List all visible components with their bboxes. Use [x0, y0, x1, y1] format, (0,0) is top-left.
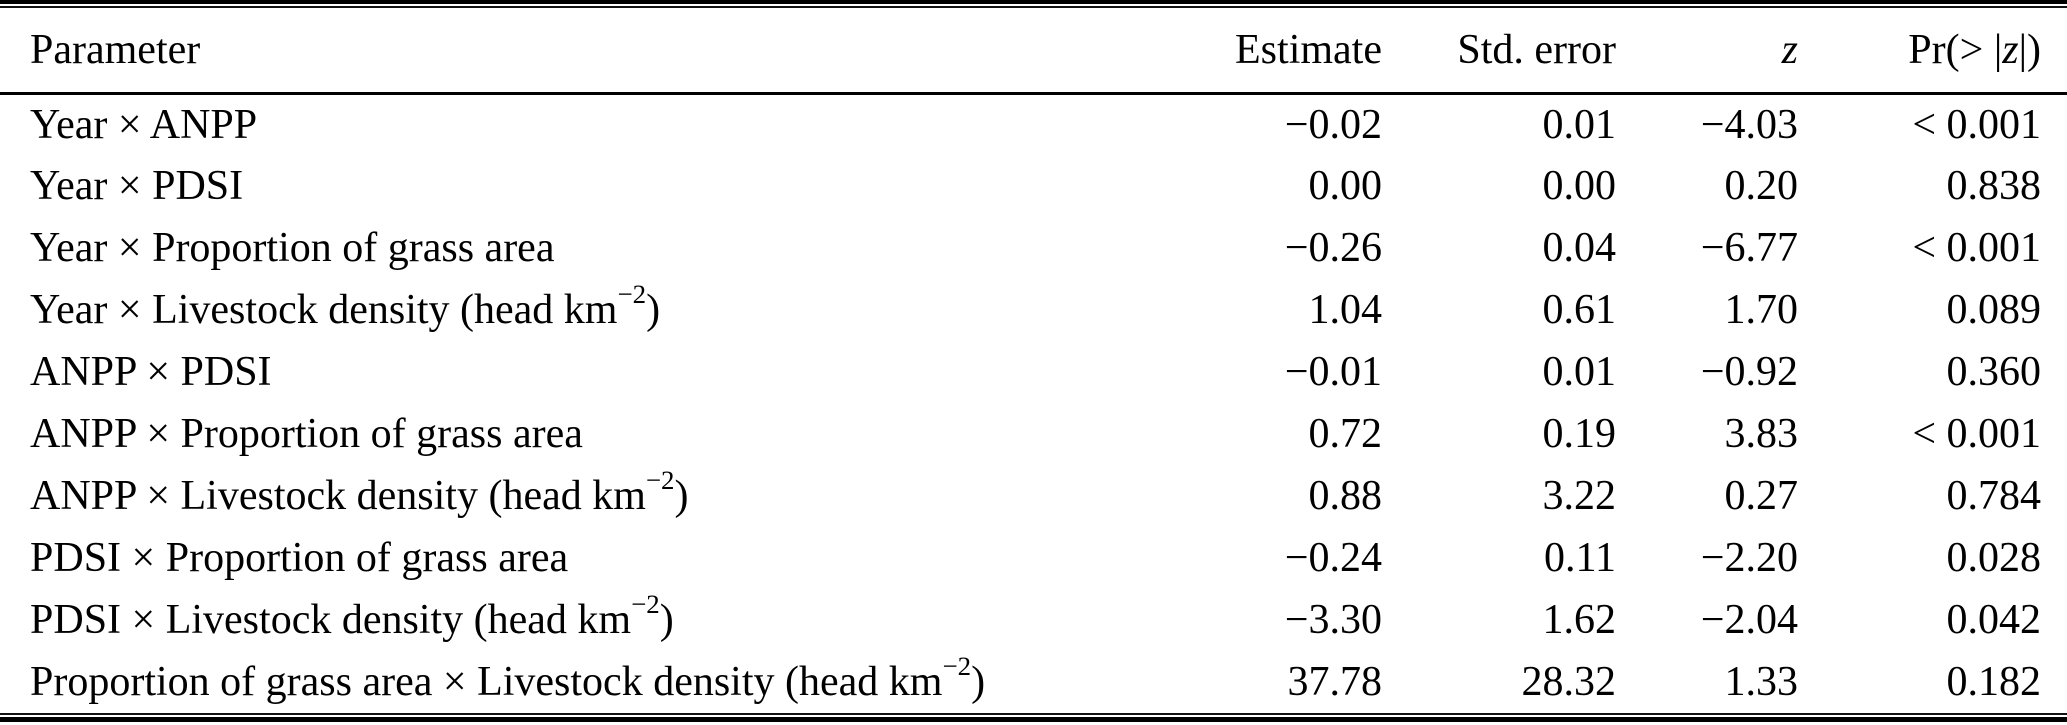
cell-estimate: 0.72 [1308, 411, 1383, 457]
cell-estimate: −0.02 [1284, 101, 1382, 148]
cell-parameter: ANPP × PDSI [30, 349, 272, 395]
table-bottom-rule-outer [0, 717, 2067, 722]
cell-estimate: −0.01 [1284, 349, 1382, 395]
table-row: PDSI × Livestock density (head km−2) −3.3… [0, 589, 2067, 651]
table-top-rule-gap [0, 4, 2067, 6]
cell-pr-z: 0.360 [1946, 349, 2042, 395]
cell-z: −4.03 [1700, 101, 1798, 148]
cell-std-error: 1.62 [1542, 597, 1617, 643]
cell-std-error: 0.01 [1542, 101, 1617, 148]
cell-pr-z: 0.089 [1946, 287, 2042, 333]
table-row: Year × PDSI 0.00 0.00 0.20 0.838 [0, 155, 2067, 217]
column-header-z: z [1616, 8, 1798, 95]
cell-parameter: Year × PDSI [30, 163, 244, 209]
regression-results-table: Parameter Estimate Std. error z Pr(> |z|) Ye… [0, 8, 2067, 713]
cell-z: 1.33 [1724, 659, 1799, 705]
table-row: ANPP × Livestock density (head km−2) 0.88… [0, 465, 2067, 527]
cell-pr-z: 0.784 [1946, 473, 2042, 519]
cell-z: −2.04 [1700, 597, 1798, 643]
cell-estimate: 0.00 [1308, 163, 1383, 209]
cell-parameter: Year × Livestock density (head km−2) [30, 279, 661, 333]
cell-pr-z: 0.028 [1946, 535, 2042, 581]
cell-std-error: 0.04 [1542, 225, 1617, 271]
cell-std-error: 0.61 [1542, 287, 1617, 333]
cell-estimate: −0.26 [1284, 225, 1382, 271]
table-row: PDSI × Proportion of grass area −0.24 0.11… [0, 527, 2067, 589]
cell-z: −0.92 [1700, 349, 1798, 395]
cell-pr-z: < 0.001 [1912, 225, 2041, 271]
cell-estimate: 0.88 [1308, 473, 1383, 519]
cell-std-error: 0.11 [1544, 535, 1616, 581]
table-row: ANPP × Proportion of grass area 0.72 0.19 3… [0, 403, 2067, 465]
cell-std-error: 3.22 [1542, 473, 1617, 519]
column-header-pr-z: Pr(> |z|) [1798, 8, 2067, 95]
cell-z: −6.77 [1700, 225, 1798, 271]
cell-estimate: −0.24 [1284, 535, 1382, 581]
cell-std-error: 0.01 [1542, 349, 1617, 395]
cell-std-error: 28.32 [1521, 659, 1617, 705]
table-body: Year × ANPP −0.02 0.01 −4.03 < 0.001 Year × P… [0, 93, 2067, 713]
table-row: Proportion of grass area × Livestock den… [0, 651, 2067, 713]
cell-z: 1.70 [1724, 287, 1799, 333]
cell-estimate: −3.30 [1284, 597, 1382, 643]
table-top-rule-outer [0, 0, 2067, 4]
cell-parameter: PDSI × Proportion of grass area [30, 535, 569, 581]
cell-std-error: 0.00 [1542, 163, 1617, 209]
cell-parameter: Year × ANPP [30, 101, 258, 148]
table-bottom-rule-inner [0, 713, 2067, 715]
cell-std-error: 0.19 [1542, 411, 1617, 457]
cell-parameter: ANPP × Livestock density (head km−2) [30, 465, 689, 519]
cell-pr-z: 0.042 [1946, 597, 2042, 643]
table-row: ANPP × PDSI −0.01 0.01 −0.92 0.360 [0, 341, 2067, 403]
cell-estimate: 1.04 [1308, 287, 1383, 333]
cell-pr-z: < 0.001 [1912, 411, 2041, 457]
column-header-estimate: Estimate [1052, 8, 1382, 95]
table-row: Year × Proportion of grass area −0.26 0.04… [0, 217, 2067, 279]
cell-pr-z: 0.182 [1946, 659, 2042, 705]
cell-parameter: PDSI × Livestock density (head km−2) [30, 589, 674, 643]
column-header-parameter: Parameter [0, 8, 1052, 95]
cell-parameter: ANPP × Proportion of grass area [30, 411, 583, 457]
table-bottom-rule-gap [0, 715, 2067, 717]
cell-parameter: Proportion of grass area × Livestock den… [30, 651, 986, 705]
cell-z: 0.20 [1724, 163, 1799, 209]
table-row: Year × Livestock density (head km−2) 1.04… [0, 279, 2067, 341]
cell-estimate: 37.78 [1287, 659, 1383, 705]
cell-z: 3.83 [1724, 411, 1799, 457]
cell-z: −2.20 [1700, 535, 1798, 581]
table-row: Year × ANPP −0.02 0.01 −4.03 < 0.001 [0, 93, 2067, 155]
cell-z: 0.27 [1724, 473, 1799, 519]
table-header-row: Parameter Estimate Std. error z Pr(> |z|) [0, 8, 2067, 95]
cell-pr-z: 0.838 [1946, 163, 2042, 209]
cell-pr-z: < 0.001 [1912, 101, 2041, 148]
column-header-std-error: Std. error [1382, 8, 1616, 95]
table-top-rule-inner [0, 6, 2067, 8]
cell-parameter: Year × Proportion of grass area [30, 225, 555, 271]
